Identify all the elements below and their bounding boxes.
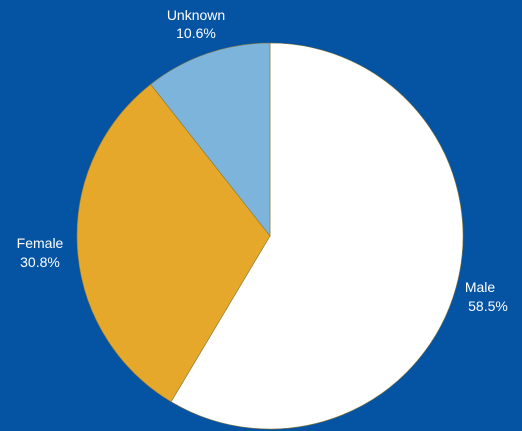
label-unknown-name: Unknown — [167, 7, 225, 23]
pie-slice-male — [170, 42, 464, 430]
pie-labels: Unknown 10.6% Female 30.8% Male 58.5% — [17, 7, 508, 314]
label-unknown-value: 10.6% — [176, 25, 216, 41]
label-male-value: 58.5% — [468, 298, 508, 314]
label-female-value: 30.8% — [20, 254, 60, 270]
label-female-name: Female — [17, 235, 64, 251]
pie-slice-female — [76, 83, 271, 403]
label-male-name: Male — [465, 279, 496, 295]
pie-slice-unknown — [150, 42, 271, 237]
pie-slices — [76, 42, 464, 430]
